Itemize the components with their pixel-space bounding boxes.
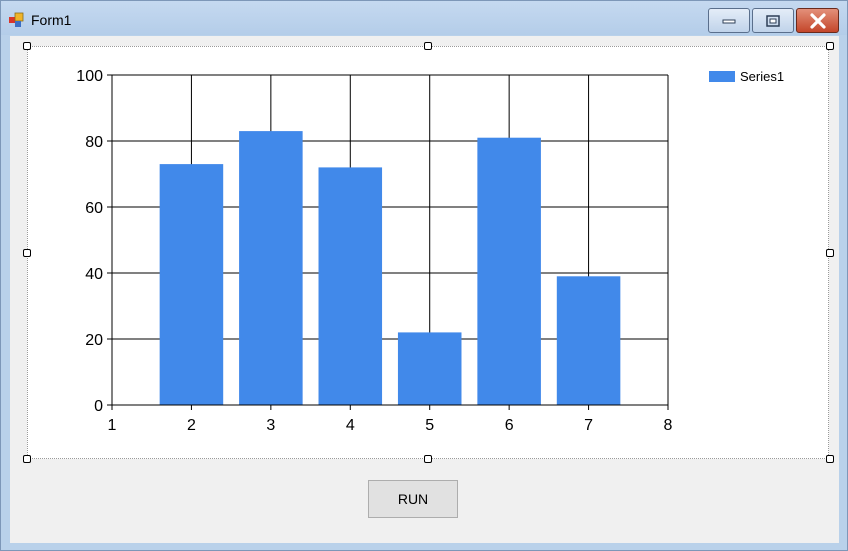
- x-tick-label: 1: [108, 417, 117, 434]
- legend-swatch: [709, 71, 735, 82]
- window-title: Form1: [31, 12, 72, 28]
- resize-handle[interactable]: [23, 249, 31, 257]
- resize-handle[interactable]: [23, 42, 31, 50]
- resize-handle[interactable]: [424, 455, 432, 463]
- x-tick-label: 5: [425, 417, 434, 434]
- chart-bar: [397, 332, 462, 405]
- form-client-area: 1 2 3 4 5 6 7 8 0 20 40 60 80 100 Series1 RUN: [10, 36, 839, 543]
- y-tick-label: 0: [94, 398, 103, 415]
- close-icon: [809, 12, 826, 29]
- y-tick-label: 20: [85, 332, 103, 349]
- chart-control[interactable]: 1 2 3 4 5 6 7 8 0 20 40 60 80 100 Series1: [27, 46, 829, 459]
- chart-bar: [159, 164, 224, 405]
- x-tick-label: 8: [664, 417, 673, 434]
- chart-legend: Series1: [709, 69, 784, 84]
- title-bar[interactable]: Form1: [1, 1, 847, 35]
- run-button[interactable]: RUN: [368, 480, 458, 518]
- x-tick-label: 6: [505, 417, 514, 434]
- maximize-icon: [766, 14, 780, 27]
- maximize-button[interactable]: [752, 8, 794, 33]
- y-tick-label: 80: [85, 134, 103, 151]
- y-tick-label: 60: [85, 200, 103, 217]
- resize-handle[interactable]: [424, 42, 432, 50]
- y-tick-label: 40: [85, 266, 103, 283]
- chart-bar: [239, 131, 303, 405]
- winforms-app-icon: [9, 12, 24, 27]
- chart-bar: [477, 137, 541, 405]
- x-tick-label: 4: [346, 417, 355, 434]
- x-tick-label: 2: [187, 417, 196, 434]
- x-tick-label: 7: [584, 417, 593, 434]
- chart-bar: [318, 167, 383, 405]
- chart-bars: [159, 131, 621, 405]
- y-tick-label: 100: [76, 68, 103, 85]
- minimize-button[interactable]: [708, 8, 750, 33]
- resize-handle[interactable]: [826, 455, 834, 463]
- chart-bar: [556, 276, 621, 405]
- minimize-icon: [722, 19, 736, 23]
- resize-handle[interactable]: [826, 249, 834, 257]
- legend-label: Series1: [740, 69, 784, 84]
- close-button[interactable]: [796, 8, 839, 33]
- x-tick-label: 3: [266, 417, 275, 434]
- resize-handle[interactable]: [23, 455, 31, 463]
- resize-handle[interactable]: [826, 42, 834, 50]
